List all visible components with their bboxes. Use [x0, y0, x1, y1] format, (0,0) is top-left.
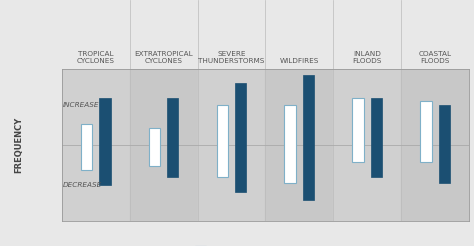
Bar	[420, 101, 432, 162]
Bar	[333, 69, 401, 221]
Text: INLAND
FLOODS: INLAND FLOODS	[353, 51, 382, 64]
Bar	[303, 75, 314, 200]
Bar	[235, 83, 246, 192]
Bar	[217, 106, 228, 177]
Bar	[167, 98, 179, 177]
Bar	[352, 98, 364, 162]
Bar	[62, 69, 129, 221]
Bar	[99, 98, 110, 185]
Bar	[265, 69, 333, 221]
Text: DECREASE: DECREASE	[62, 182, 101, 188]
Text: INCREASE: INCREASE	[62, 103, 99, 108]
Bar	[129, 69, 198, 221]
Text: WILDFIRES: WILDFIRES	[280, 58, 319, 64]
Bar	[439, 106, 450, 183]
Text: COASTAL
FLOODS: COASTAL FLOODS	[419, 51, 452, 64]
Text: TROPICAL
CYCLONES: TROPICAL CYCLONES	[77, 51, 115, 64]
Text: SEVERE
THUNDERSTORMS: SEVERE THUNDERSTORMS	[198, 51, 264, 64]
Bar	[371, 98, 383, 177]
Text: FREQUENCY: FREQUENCY	[15, 117, 23, 173]
Legend: WEAK TO MODERATE, STRONG TO EXTREME: WEAK TO MODERATE, STRONG TO EXTREME	[192, 243, 379, 246]
Bar	[401, 69, 469, 221]
Text: EXTRATROPICAL
CYCLONES: EXTRATROPICAL CYCLONES	[134, 51, 193, 64]
Bar	[284, 106, 296, 183]
Bar	[148, 128, 160, 167]
Bar	[81, 124, 92, 169]
Bar	[198, 69, 265, 221]
